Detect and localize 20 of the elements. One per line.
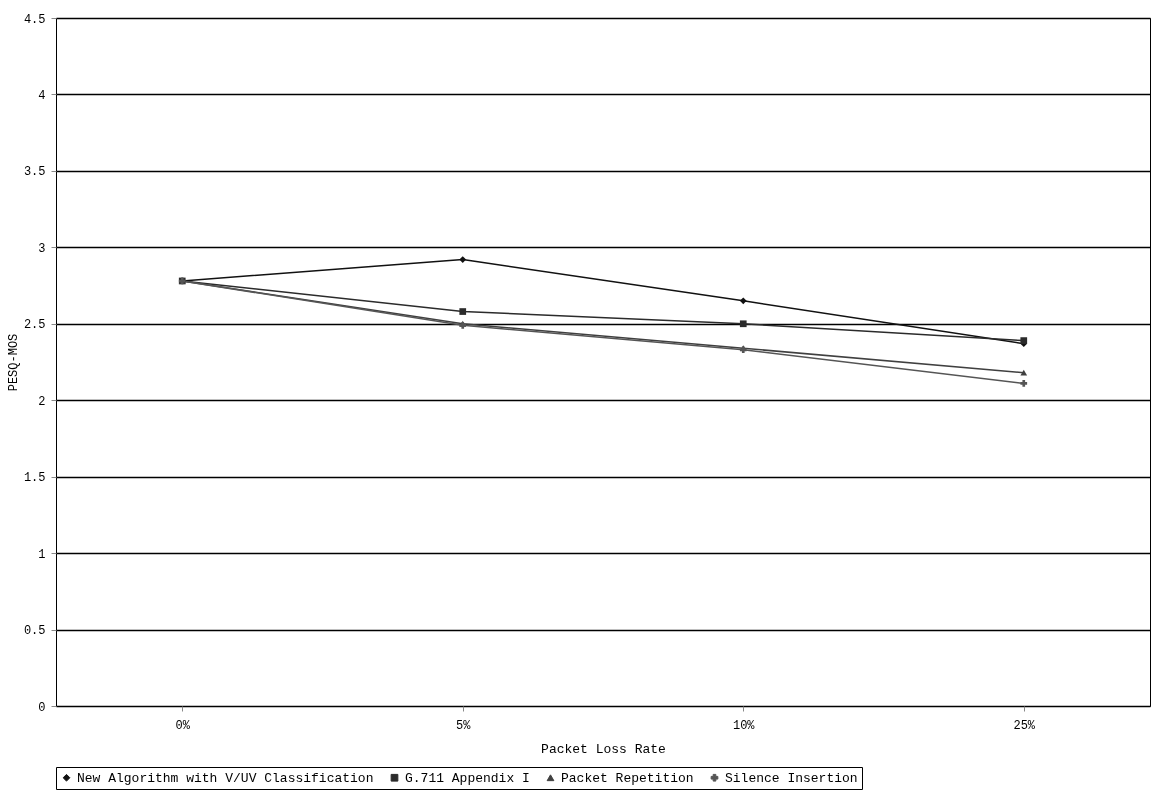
y-tick-label: 4.5	[23, 12, 46, 27]
y-tick-label: 0	[38, 700, 46, 715]
x-tick-label: 10%	[732, 718, 756, 733]
legend-label: Packet Repetition	[561, 770, 694, 786]
y-axis-title: PESQ-MOS	[6, 333, 21, 392]
legend-label: Silence Insertion	[725, 770, 858, 786]
y-tick-label: 3	[38, 241, 46, 256]
x-tick-label: 25%	[1013, 718, 1036, 733]
y-tick-label: 1.5	[23, 471, 46, 486]
y-tick-label: 4	[38, 88, 46, 103]
x-axis-title: Packet Loss Rate	[541, 741, 666, 757]
y-tick-label: 1	[38, 547, 46, 562]
y-tick-label: 3.5	[23, 165, 46, 180]
x-tick-label: 5%	[456, 718, 472, 733]
y-tick-label: 2.5	[23, 318, 46, 333]
y-tick-label: 2	[38, 394, 46, 409]
legend-label: New Algorithm with V/UV Classification	[77, 770, 374, 786]
legend-label: G.711 Appendix I	[405, 770, 530, 786]
x-tick-label: 0%	[175, 718, 191, 733]
y-tick-label: 0.5	[23, 624, 46, 639]
